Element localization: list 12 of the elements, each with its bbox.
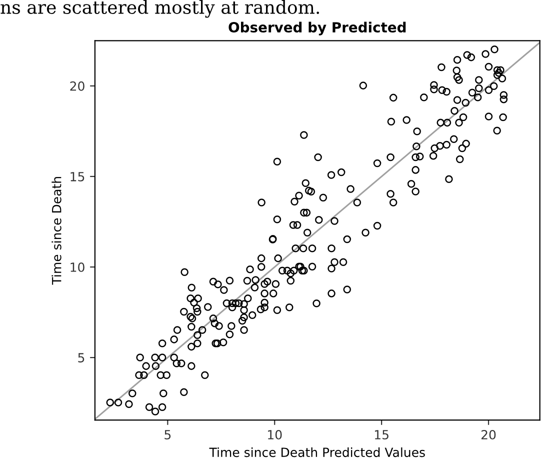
x-tick-label: 20	[481, 430, 496, 440]
y-tick-label: 15	[70, 172, 84, 182]
y-tick-label: 20	[70, 81, 84, 91]
text: ns are scattered mostly at random.	[0, 0, 320, 18]
x-axis-title: Time since Death Predicted Values	[209, 447, 425, 458]
y-tick-label: 10	[70, 262, 84, 272]
x-tick-label: 15	[374, 430, 388, 440]
y-tick-label: 5	[78, 353, 84, 362]
chart-title: Observed by Predicted	[228, 22, 406, 36]
x-tick-label: 10	[268, 430, 282, 440]
x-tick-label: 5	[164, 430, 171, 440]
y-axis-title: Time since Death	[52, 176, 62, 285]
